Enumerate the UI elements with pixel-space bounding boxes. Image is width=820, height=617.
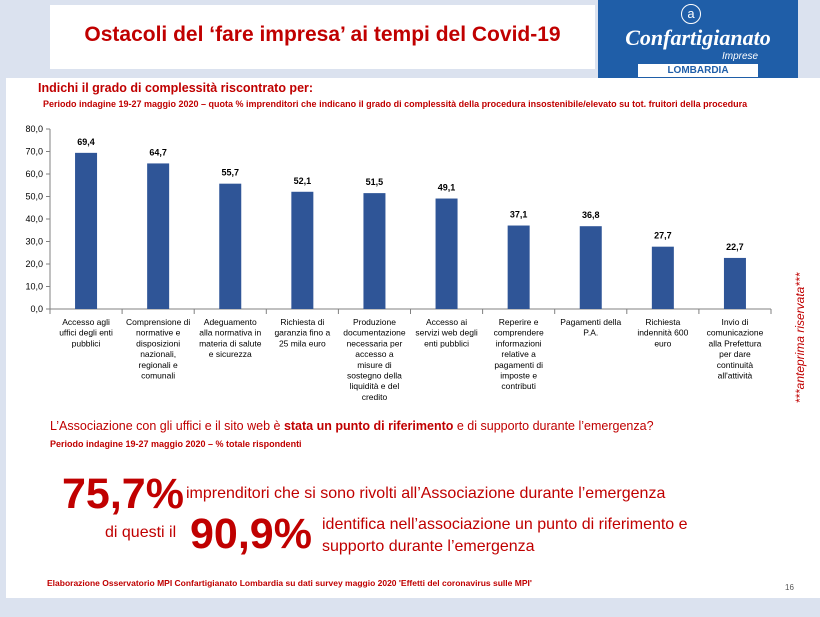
data-label: 52,1 xyxy=(294,176,312,186)
data-label: 22,7 xyxy=(726,242,744,252)
bar xyxy=(579,226,602,309)
question-2: L’Associazione con gli uffici e il sito … xyxy=(50,419,654,433)
question-2-emphasis: stata un punto di riferimento xyxy=(283,419,454,433)
bar xyxy=(147,163,170,309)
bar xyxy=(291,191,314,309)
data-label: 55,7 xyxy=(221,168,239,178)
question-2-part-c: e di supporto durante l’emergenza xyxy=(453,419,647,433)
chart-subtitle: Periodo indagine 19-27 maggio 2020 – quo… xyxy=(43,99,748,109)
category-label: Reperire e comprendere informazioni relativ… xyxy=(494,317,544,391)
bottom-band xyxy=(0,598,820,617)
y-tick-label: 30,0 xyxy=(25,237,43,247)
data-label: 51,5 xyxy=(366,177,384,187)
bar xyxy=(75,152,98,309)
bar xyxy=(723,257,746,309)
page-number: 16 xyxy=(785,583,794,592)
stat-big-2: 90,9% xyxy=(190,510,312,558)
category-label: Invio di comunicazione alla Prefettura per … xyxy=(707,317,764,381)
data-label: 49,1 xyxy=(438,183,456,193)
stat-prefix-2: di questi il xyxy=(105,524,177,541)
y-tick-label: 0,0 xyxy=(30,304,43,314)
category-label: Richiesta indennità 600 euro xyxy=(637,317,688,348)
logo-mark: a xyxy=(681,4,701,24)
bar xyxy=(435,198,458,309)
chart-question: Indichi il grado di complessità riscontr… xyxy=(38,81,314,95)
stat-text-1: imprenditori che si sono rivolti all’Ass… xyxy=(186,485,666,502)
question-2-mark: ? xyxy=(646,419,654,433)
category-label: Comprensione di normative e disposizioni na… xyxy=(126,317,190,381)
data-label: 37,1 xyxy=(510,210,528,220)
question-2-part-a: L’Associazione con gli uffici e il sito … xyxy=(50,419,284,433)
category-label: Accesso ai servizi web degli enti pubblici xyxy=(415,317,477,348)
y-tick-label: 60,0 xyxy=(25,169,43,179)
y-tick-label: 70,0 xyxy=(25,147,43,157)
data-label: 27,7 xyxy=(654,231,672,241)
y-tick-label: 80,0 xyxy=(25,124,43,134)
bar-chart: 0,0 10,0 20,0 30,0 40,0 50,0 60,0 70,0 80,0 69,4 A… xyxy=(25,124,772,402)
bar xyxy=(651,246,674,309)
logo-brand: Confartigianato xyxy=(625,25,771,50)
stat-big-1: 75,7% xyxy=(62,470,184,518)
category-label: Produzione documentazione necessaria per ac… xyxy=(343,317,406,402)
data-label: 64,7 xyxy=(149,147,167,157)
question-2-subtitle: Periodo indagine 19-27 maggio 2020 – % t… xyxy=(50,439,302,449)
watermark: ***anteprima riservata*** xyxy=(793,272,807,404)
y-tick-label: 20,0 xyxy=(25,259,43,269)
category-label: Pagamenti della P.A. xyxy=(560,317,621,338)
bar xyxy=(363,193,386,309)
confartigianato-logo: a Confartigianato Imprese LOMBARDIA xyxy=(598,0,798,78)
y-tick-label: 40,0 xyxy=(25,214,43,224)
data-label: 36,8 xyxy=(582,210,600,220)
data-label: 69,4 xyxy=(77,137,95,147)
source-note: Elaborazione Osservatorio MPI Confartigi… xyxy=(47,578,532,588)
logo-sub: Imprese xyxy=(722,51,759,62)
logo-region: LOMBARDIA xyxy=(638,64,758,77)
stat-text-2: identifica nell’associazione un punto di… xyxy=(322,516,688,555)
page-title: Ostacoli del ‘fare impresa’ ai tempi del… xyxy=(84,23,561,46)
category-label: Adeguamento alla normativa in materia di s… xyxy=(199,317,262,359)
header-title-box: Ostacoli del ‘fare impresa’ ai tempi del… xyxy=(50,5,595,69)
bar xyxy=(219,183,242,309)
y-tick-label: 10,0 xyxy=(25,282,43,292)
left-decor-bar xyxy=(0,78,6,598)
category-label: Richiesta di garanzia fino a 25 mila euro xyxy=(274,317,330,348)
bar xyxy=(507,225,530,309)
y-tick-label: 50,0 xyxy=(25,192,43,202)
category-label: Accesso agli uffici degli enti pubblici xyxy=(59,317,113,348)
